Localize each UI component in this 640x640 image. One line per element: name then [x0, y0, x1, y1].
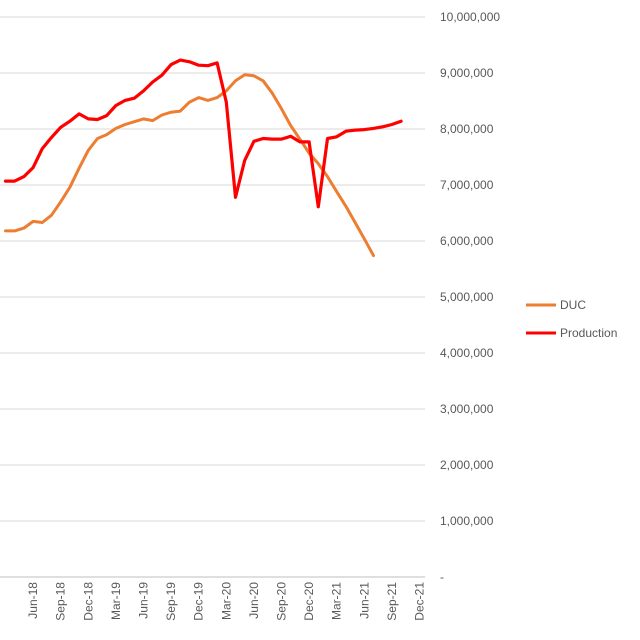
legend: DUC Production [526, 298, 617, 340]
y-tick-label-9: 9,000,000 [440, 66, 494, 80]
x-tick-label-11: Mar-21 [330, 582, 344, 620]
y-tick-label-0: - [440, 570, 444, 584]
x-tick-label-0: Jun-18 [26, 582, 40, 619]
x-tick-label-8: Jun-20 [247, 582, 261, 619]
y-tick-label-8: 8,000,000 [440, 122, 494, 136]
x-tick-label-14: Dec-21 [413, 582, 427, 621]
y-tick-label-4: 4,000,000 [440, 346, 494, 360]
x-tick-label-1: Sep-18 [54, 582, 68, 621]
y-tick-label-6: 6,000,000 [440, 234, 494, 248]
y-tick-label-5: 5,000,000 [440, 290, 494, 304]
gridlines [0, 16, 425, 578]
y-tick-label-2: 2,000,000 [440, 458, 494, 472]
legend-label-production: Production [560, 326, 617, 340]
series-lines [3, 58, 403, 258]
x-tick-label-5: Sep-19 [164, 582, 178, 621]
y-tick-label-3: 3,000,000 [440, 402, 494, 416]
x-tick-label-10: Dec-20 [302, 582, 316, 621]
x-tick-label-3: Mar-19 [109, 582, 123, 620]
y-axis-tick-labels: - 1,000,000 2,000,000 3,000,000 4,000,000 5,0… [440, 10, 500, 584]
x-tick-label-13: Sep-21 [385, 582, 399, 621]
legend-label-duc: DUC [560, 298, 586, 312]
series-line-production [3, 58, 403, 209]
y-tick-label-10: 10,000,000 [440, 10, 500, 24]
x-tick-label-4: Jun-19 [137, 582, 151, 619]
series-line-duc [4, 73, 375, 258]
y-tick-label-7: 7,000,000 [440, 178, 494, 192]
y-tick-label-1: 1,000,000 [440, 514, 494, 528]
x-tick-label-12: Jun-21 [357, 582, 371, 619]
x-axis-tick-labels: Jun-18 Sep-18 Dec-18 Mar-19 Jun-19 Sep-19 Dec-… [26, 582, 426, 621]
x-tick-label-7: Mar-20 [219, 582, 233, 620]
x-tick-label-6: Dec-19 [192, 582, 206, 621]
x-tick-label-2: Dec-18 [81, 582, 95, 621]
x-tick-label-9: Sep-20 [275, 582, 289, 621]
